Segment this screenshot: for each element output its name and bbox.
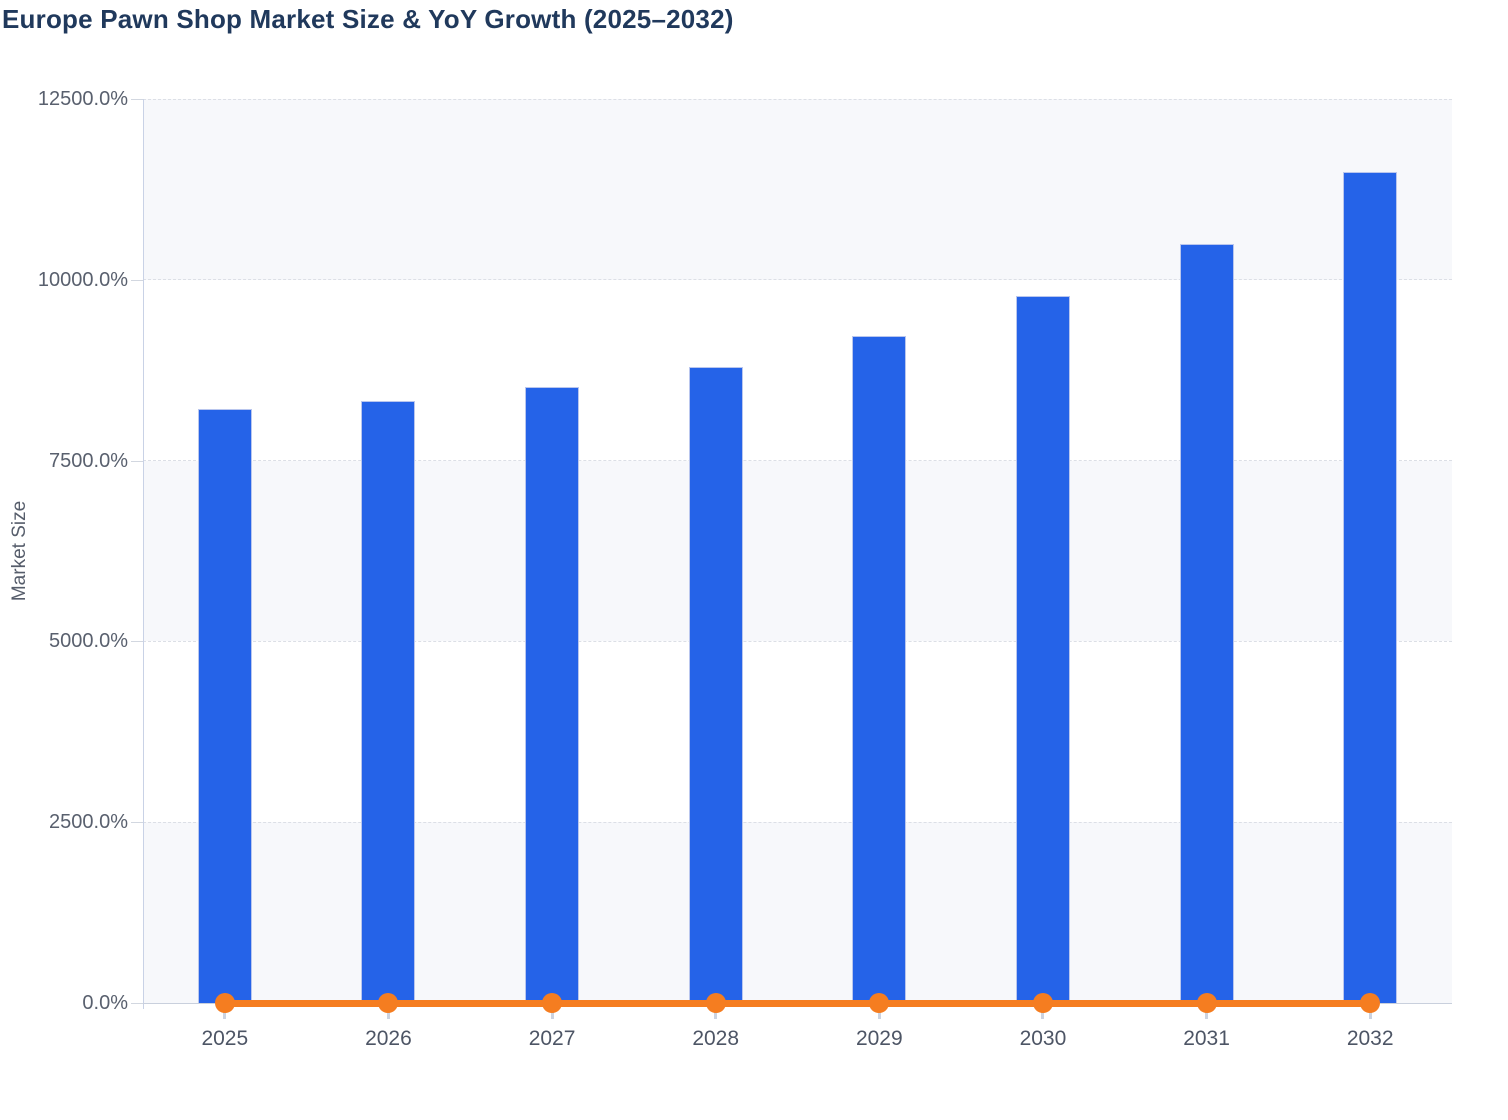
x-tick-label: 2030 bbox=[1019, 1027, 1067, 1050]
bar-2029[interactable] bbox=[852, 336, 907, 1003]
plot-band bbox=[143, 280, 1452, 461]
plot-band bbox=[143, 99, 1452, 280]
yoy-growth-line[interactable] bbox=[224, 999, 1371, 1007]
y-tick-label: 10000.0% bbox=[37, 268, 128, 291]
y-tick-label: 12500.0% bbox=[37, 88, 128, 110]
yoy-marker-2028[interactable] bbox=[705, 993, 726, 1013]
gridline bbox=[143, 98, 1452, 100]
bar-2032[interactable] bbox=[1343, 172, 1398, 1003]
y-axis-title: Market Size bbox=[9, 500, 30, 602]
y-tick-mark bbox=[131, 641, 143, 643]
x-tick-mark bbox=[1368, 1007, 1372, 1019]
x-tick-mark bbox=[550, 1007, 554, 1019]
yoy-marker-2031[interactable] bbox=[1196, 993, 1217, 1013]
gridline bbox=[143, 821, 1452, 823]
y-tick-mark bbox=[131, 1003, 143, 1004]
x-tick-label: 2032 bbox=[1346, 1027, 1394, 1050]
gridline bbox=[143, 640, 1452, 642]
y-tick-mark bbox=[131, 822, 143, 824]
bar-2028[interactable] bbox=[688, 366, 743, 1003]
y-tick-label: 7500.0% bbox=[49, 449, 128, 472]
bar-2027[interactable] bbox=[525, 386, 580, 1003]
yoy-marker-2032[interactable] bbox=[1360, 993, 1381, 1013]
y-tick-mark bbox=[131, 279, 143, 281]
yoy-marker-2027[interactable] bbox=[542, 993, 563, 1013]
x-tick-label: 2027 bbox=[528, 1027, 576, 1050]
y-tick-label: 2500.0% bbox=[49, 811, 128, 834]
x-tick-label: 2025 bbox=[201, 1027, 249, 1050]
x-tick-mark bbox=[877, 1007, 881, 1019]
yoy-marker-2026[interactable] bbox=[378, 993, 399, 1013]
x-tick-label: 2026 bbox=[365, 1027, 412, 1050]
plot-band bbox=[143, 460, 1452, 642]
x-tick-label: 2028 bbox=[692, 1027, 740, 1050]
y-axis-line bbox=[143, 99, 144, 1009]
yoy-marker-2025[interactable] bbox=[214, 993, 235, 1013]
bar-2030[interactable] bbox=[1015, 295, 1070, 1003]
bar-2031[interactable] bbox=[1179, 243, 1234, 1003]
yoy-marker-2029[interactable] bbox=[869, 993, 890, 1013]
x-tick-mark bbox=[714, 1007, 718, 1019]
bar-2026[interactable] bbox=[361, 401, 416, 1003]
gridline bbox=[143, 460, 1452, 462]
x-tick-mark bbox=[223, 1007, 227, 1019]
gridline bbox=[143, 279, 1452, 281]
x-tick-label: 2031 bbox=[1183, 1027, 1230, 1050]
x-tick-mark bbox=[386, 1007, 390, 1019]
x-tick-label: 2029 bbox=[855, 1027, 903, 1050]
bar-2025[interactable] bbox=[197, 409, 252, 1003]
y-tick-mark bbox=[131, 99, 143, 100]
yoy-marker-2030[interactable] bbox=[1032, 993, 1053, 1013]
y-tick-mark bbox=[131, 460, 143, 462]
plot-band bbox=[143, 822, 1452, 1003]
x-tick-mark bbox=[1205, 1007, 1209, 1019]
y-tick-label: 0.0% bbox=[82, 992, 128, 1014]
y-tick-label: 5000.0% bbox=[49, 630, 128, 653]
plot-band bbox=[143, 641, 1452, 822]
x-tick-mark bbox=[1041, 1007, 1045, 1019]
chart-title: Europe Pawn Shop Market Size & YoY Growt… bbox=[2, 4, 734, 34]
